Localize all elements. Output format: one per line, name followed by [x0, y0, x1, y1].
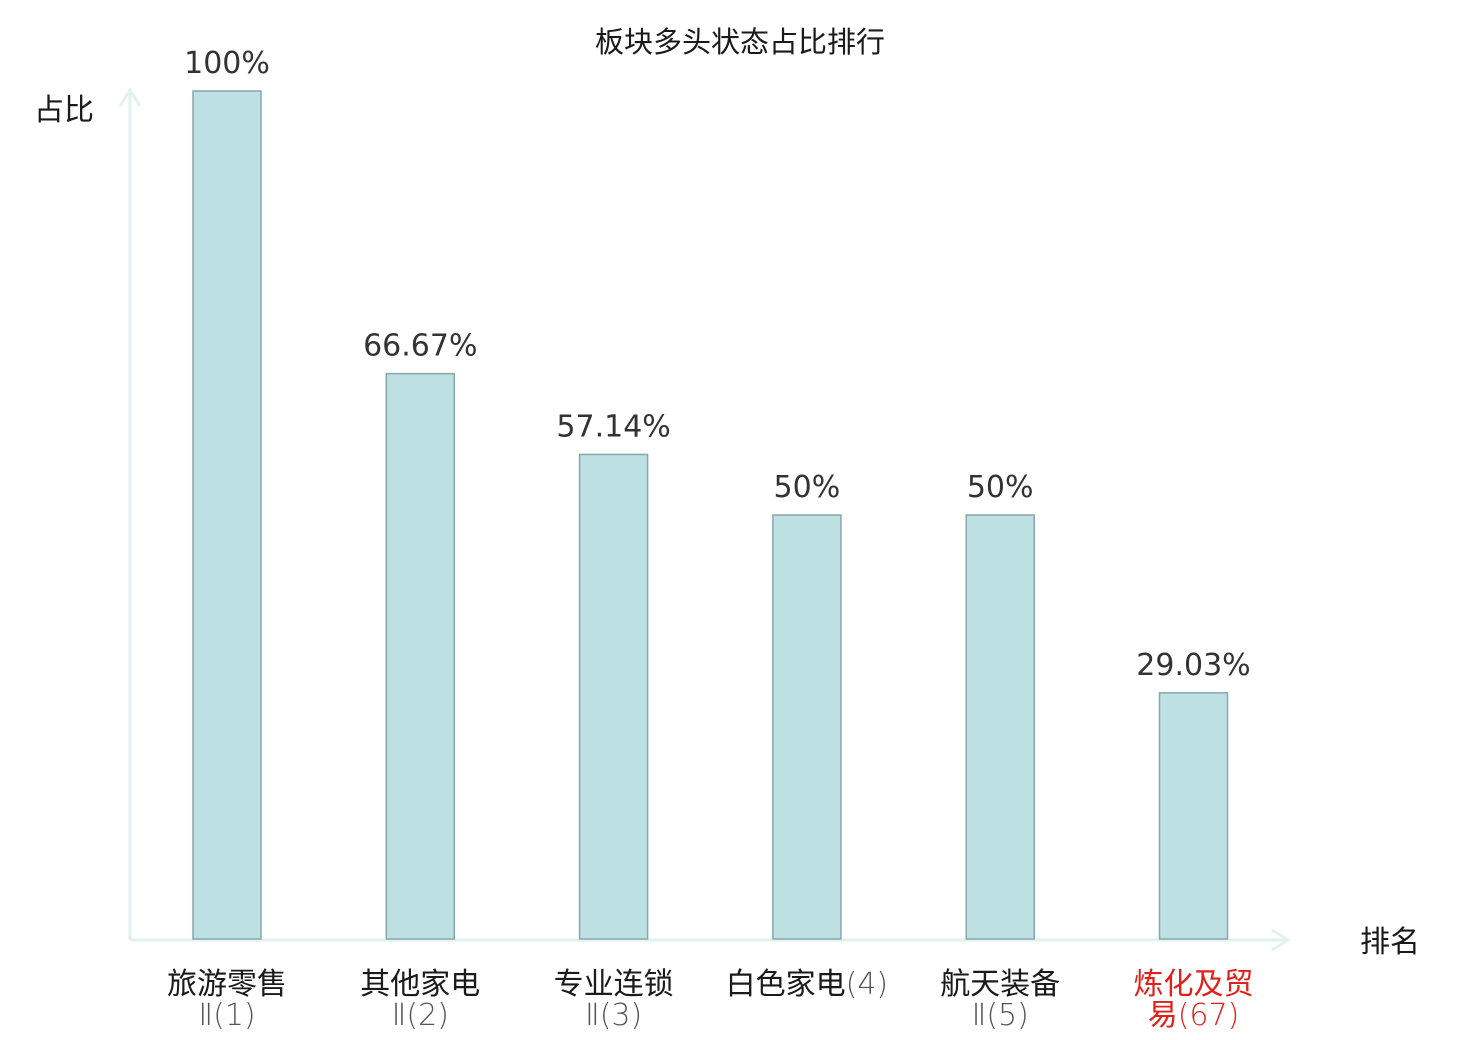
category-name: 白色家电	[726, 967, 846, 1002]
category-label-2: 其他家电	[360, 967, 480, 1002]
category-rank-5: Ⅱ(5)	[972, 998, 1029, 1033]
value-label-1: 100%	[184, 46, 270, 81]
y-axis	[118, 87, 142, 940]
bar-2	[385, 372, 456, 940]
category-rank-2: Ⅱ(2)	[392, 998, 449, 1033]
bar-3	[578, 453, 649, 940]
value-labels: 100% 66.67% 57.14% 50% 50% 29.03%	[184, 46, 1251, 683]
x-axis	[130, 928, 1291, 952]
bar-1	[192, 90, 262, 940]
category-label-6: 炼化及贸	[1134, 967, 1254, 1002]
category-label-5: 航天装备	[940, 967, 1060, 1002]
category-label-1: 旅游零售	[167, 967, 287, 1002]
category-rank-3: Ⅱ(3)	[585, 998, 642, 1033]
category-label-4: 白色家电(4)	[726, 967, 889, 1002]
value-label-3: 57.14%	[556, 409, 670, 444]
value-label-5: 50%	[967, 470, 1034, 505]
category-rank: (4)	[846, 967, 889, 1002]
y-axis-arrow	[118, 87, 142, 107]
chart-title: 板块多头状态占比排行	[595, 25, 885, 59]
x-axis-label: 排名	[1360, 925, 1420, 960]
value-label-2: 66.67%	[363, 329, 477, 364]
x-axis-arrow	[1271, 928, 1291, 952]
category-label-3: 专业连锁	[554, 967, 674, 1002]
value-label-6: 29.03%	[1136, 648, 1250, 683]
bar-5	[965, 514, 1035, 940]
category-rank-1: Ⅱ(1)	[198, 998, 255, 1033]
category-rank-6: 易(67)	[1148, 998, 1240, 1033]
bar-6	[1158, 692, 1229, 940]
y-axis-label: 占比	[34, 93, 94, 128]
value-label-4: 50%	[774, 470, 841, 505]
bar-4	[772, 514, 842, 940]
bars	[192, 90, 1229, 940]
